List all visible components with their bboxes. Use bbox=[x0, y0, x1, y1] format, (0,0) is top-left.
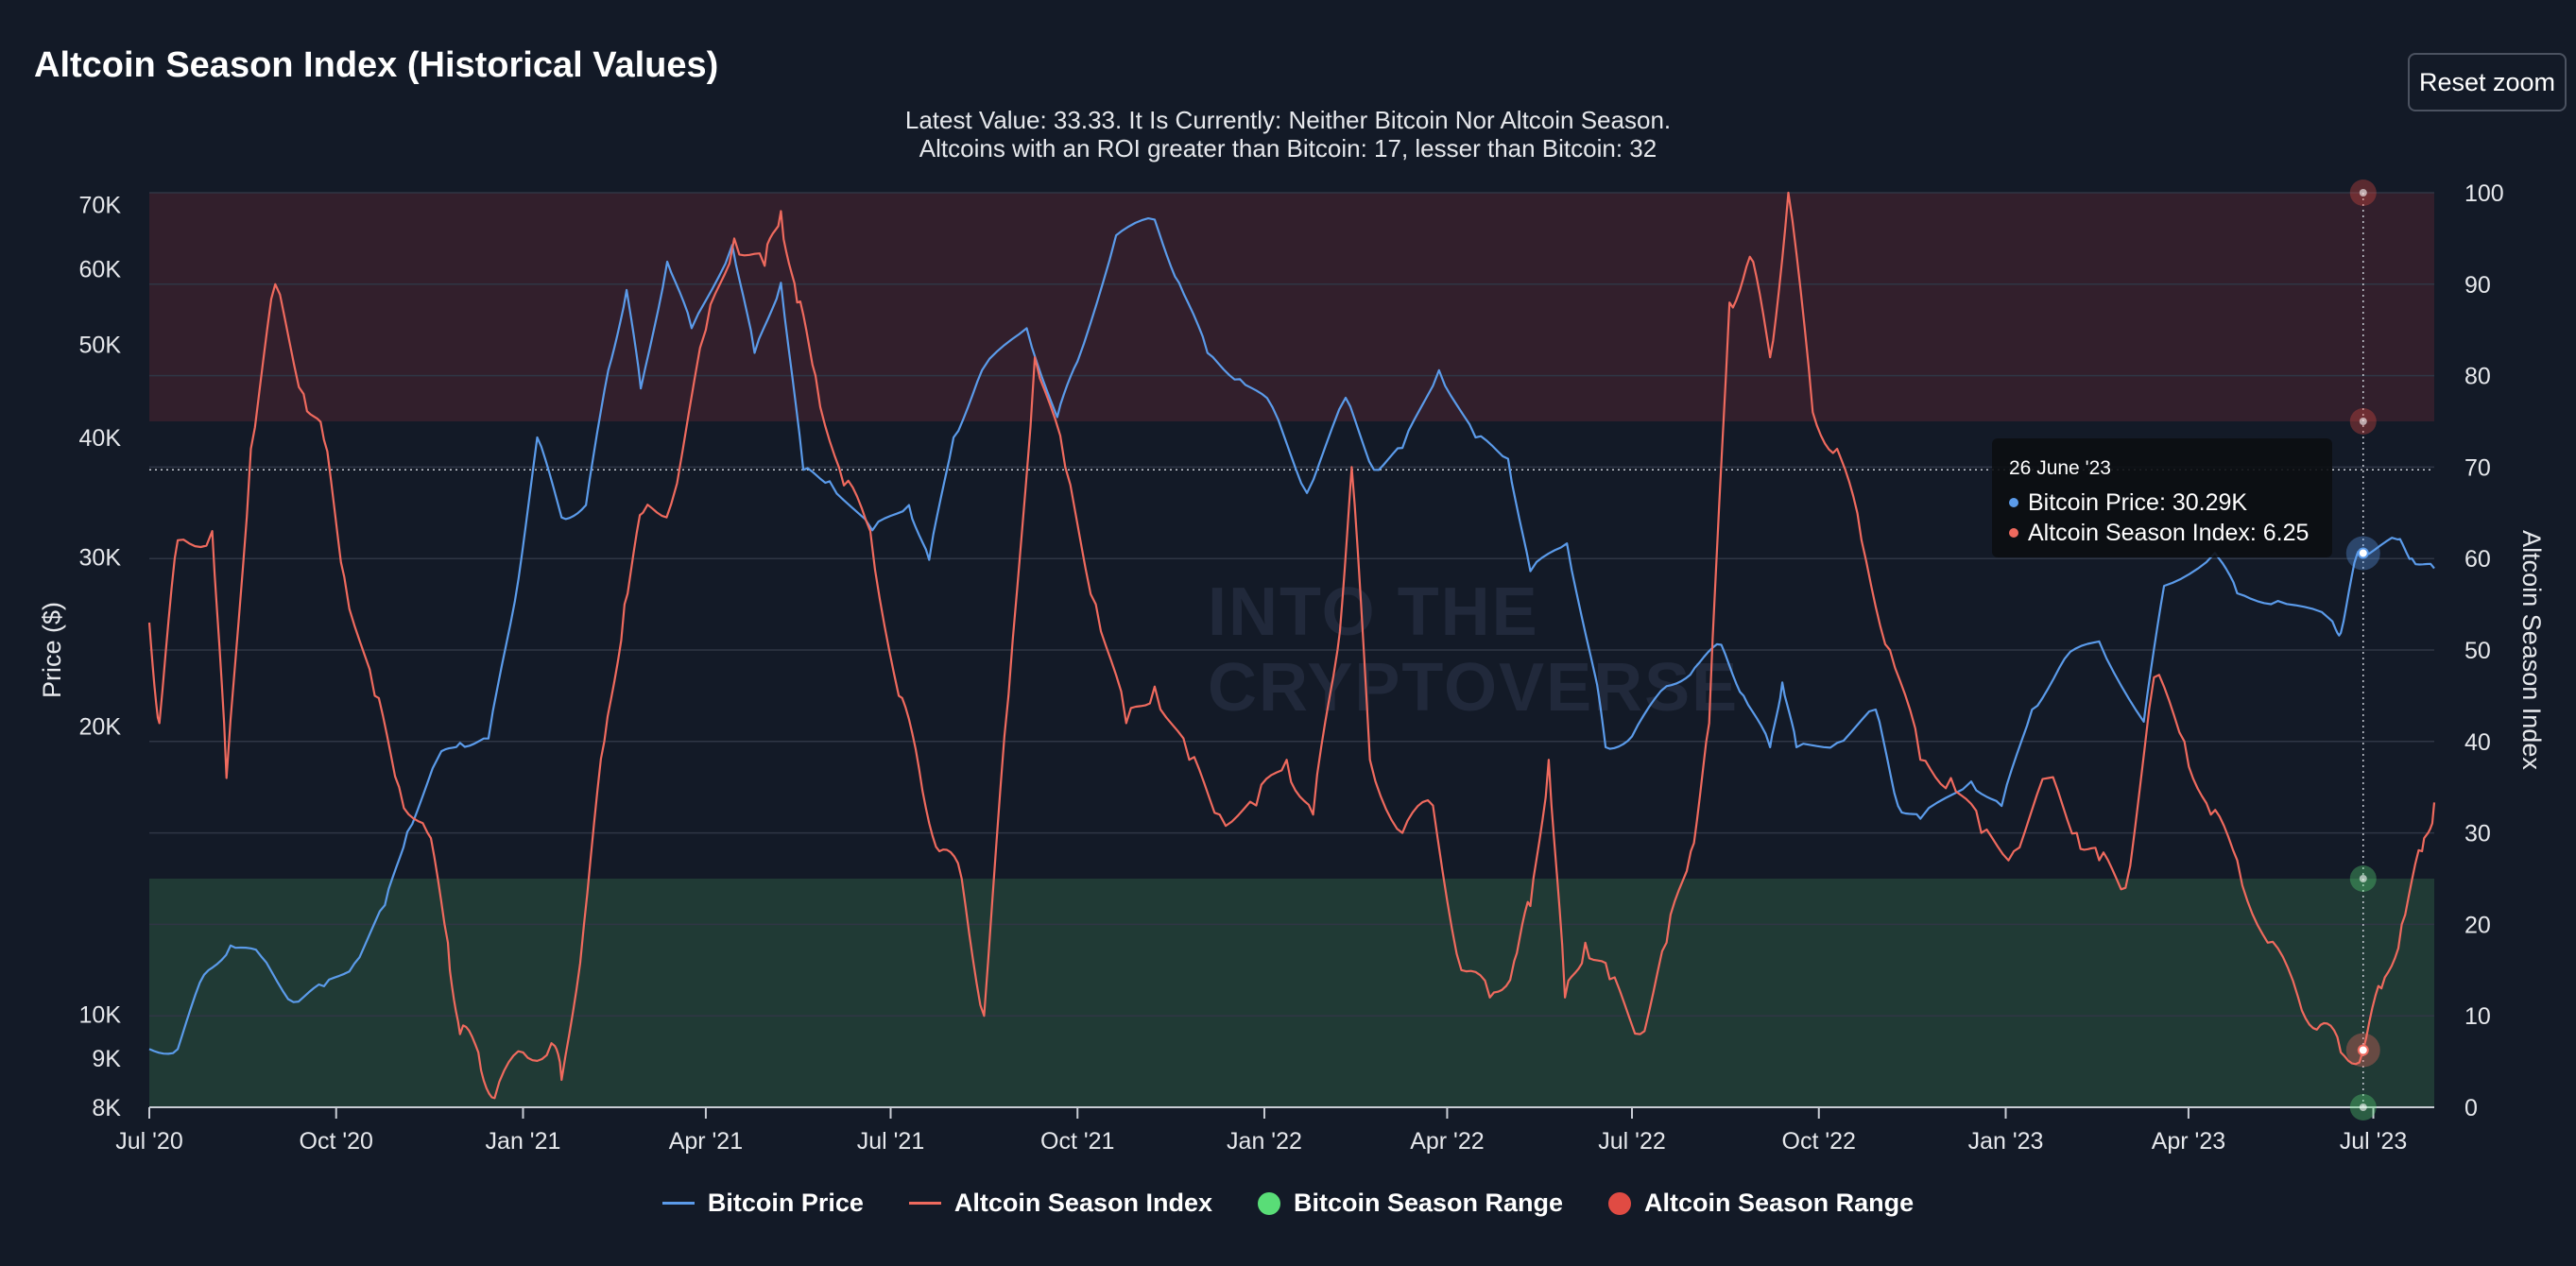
y-left-tick-label: 70K bbox=[79, 192, 122, 218]
bitcoin-price-line[interactable] bbox=[148, 217, 2435, 1055]
tooltip-alt-value: Altcoin Season Index: 6.25 bbox=[2028, 520, 2310, 546]
y-left-axis-title: Price ($) bbox=[38, 602, 66, 698]
x-tick-label: Oct '22 bbox=[1782, 1128, 1856, 1155]
x-tick-label: Jan '22 bbox=[1227, 1128, 1302, 1155]
y-right-tick-label: 10 bbox=[2464, 1003, 2491, 1030]
y-right-tick-label: 50 bbox=[2464, 638, 2491, 664]
y-right-tick-label: 40 bbox=[2464, 729, 2491, 756]
y-left-tick-label: 50K bbox=[79, 333, 122, 359]
x-tick-label: Apr '22 bbox=[1410, 1128, 1484, 1155]
x-tick-label: Jul '20 bbox=[115, 1128, 182, 1155]
tooltip-alt-row: Altcoin Season Index: 6.25 bbox=[2009, 518, 2315, 548]
y-left-tick-label: 40K bbox=[79, 425, 122, 452]
axes: 8K 9K 10K 20K 30K 40K 50K 60K 70K 0 10 20 30 40 50 60 70… bbox=[38, 180, 2546, 1155]
y-right-tick-label: 60 bbox=[2464, 546, 2491, 573]
range-marker bbox=[2359, 189, 2367, 197]
y-left-tick-label: 60K bbox=[79, 256, 122, 282]
bitcoin-season-range-band bbox=[149, 879, 2434, 1107]
legend-dot-icon bbox=[1257, 1191, 1280, 1215]
x-tick-label: Jan '21 bbox=[486, 1128, 561, 1155]
altcoin-season-range-band bbox=[149, 193, 2434, 421]
x-tick-label: Jul '21 bbox=[857, 1128, 924, 1155]
watermark-line-2: CRYPTOVERSE bbox=[1208, 650, 1740, 726]
chart-title: Altcoin Season Index (Historical Values) bbox=[34, 45, 719, 85]
crosshair-markers bbox=[2345, 180, 2380, 1121]
chart-subtitle-latest-value: Latest Value: 33.33. It Is Currently: Ne… bbox=[904, 106, 1672, 134]
y-right-tick-label: 20 bbox=[2464, 912, 2491, 938]
range-marker bbox=[2359, 418, 2367, 425]
legend-item-altcoin-season-range[interactable]: Altcoin Season Range bbox=[1608, 1189, 1914, 1218]
legend-line-icon bbox=[908, 1202, 941, 1205]
tooltip-alt-dot bbox=[2009, 528, 2018, 538]
range-marker bbox=[2359, 1103, 2367, 1111]
y-right-axis-title: Altcoin Season Index bbox=[2517, 530, 2546, 770]
x-tick-label: Apr '21 bbox=[669, 1128, 743, 1155]
x-tick-label: Jul '23 bbox=[2340, 1128, 2407, 1155]
tooltip-btc-value: Bitcoin Price: 30.29K bbox=[2028, 489, 2248, 516]
chart-subtitle-roi-counts: Altcoins with an ROI greater than Bitcoi… bbox=[919, 134, 1657, 163]
reset-zoom-button[interactable]: Reset zoom bbox=[2408, 53, 2567, 111]
x-tick-label: Apr '23 bbox=[2152, 1128, 2225, 1155]
alt-hover-point bbox=[2357, 1044, 2369, 1056]
series-lines[interactable] bbox=[147, 191, 2436, 1100]
altcoin-season-index-line[interactable] bbox=[147, 191, 2436, 1100]
range-marker bbox=[2359, 875, 2367, 882]
tooltip-btc-dot bbox=[2009, 498, 2018, 507]
x-tick-label: Jul '22 bbox=[1598, 1128, 1665, 1155]
legend-item-bitcoin-price[interactable]: Bitcoin Price bbox=[661, 1189, 864, 1218]
y-right-tick-label: 30 bbox=[2464, 821, 2491, 847]
season-bands bbox=[149, 193, 2434, 1107]
watermark-line-1: INTO THE bbox=[1208, 574, 1539, 650]
legend-item-bitcoin-season-range[interactable]: Bitcoin Season Range bbox=[1257, 1189, 1564, 1218]
tooltip-btc-row: Bitcoin Price: 30.29K bbox=[2009, 488, 2315, 518]
legend-item-altcoin-season-index[interactable]: Altcoin Season Index bbox=[908, 1189, 1212, 1218]
legend-label: Bitcoin Price bbox=[707, 1189, 864, 1217]
y-right-tick-label: 80 bbox=[2464, 364, 2491, 390]
y-right-tick-label: 0 bbox=[2464, 1095, 2478, 1121]
y-left-tick-label: 20K bbox=[79, 713, 122, 740]
y-left-tick-label: 8K bbox=[92, 1095, 121, 1121]
legend-line-icon bbox=[661, 1202, 695, 1205]
y-left-tick-label: 10K bbox=[79, 1002, 122, 1029]
btc-hover-point bbox=[2357, 547, 2369, 559]
y-right-tick-label: 70 bbox=[2464, 454, 2491, 481]
x-tick-label: Oct '20 bbox=[300, 1128, 373, 1155]
tooltip-date: 26 June '23 bbox=[2009, 457, 2111, 479]
legend-label: Bitcoin Season Range bbox=[1293, 1189, 1564, 1217]
legend-label: Altcoin Season Index bbox=[953, 1189, 1212, 1217]
y-right-tick-label: 100 bbox=[2464, 180, 2504, 207]
watermark-logo: INTO THE CRYPTOVERSE bbox=[1208, 574, 1739, 726]
legend-dot-icon bbox=[1608, 1191, 1632, 1215]
chart-tooltip: 26 June '23 Bitcoin Price: 30.29K Altcoi… bbox=[1992, 438, 2332, 557]
y-left-tick-label: 9K bbox=[92, 1046, 121, 1072]
x-tick-label: Jan '23 bbox=[1968, 1128, 2044, 1155]
y-right-tick-label: 90 bbox=[2464, 272, 2491, 299]
chart-legend: Bitcoin Price Altcoin Season Index Bitco… bbox=[0, 1189, 2576, 1218]
legend-label: Altcoin Season Range bbox=[1644, 1189, 1915, 1217]
gridlines bbox=[149, 192, 2434, 1017]
y-left-tick-label: 30K bbox=[79, 545, 122, 572]
x-tick-label: Oct '21 bbox=[1040, 1128, 1114, 1155]
